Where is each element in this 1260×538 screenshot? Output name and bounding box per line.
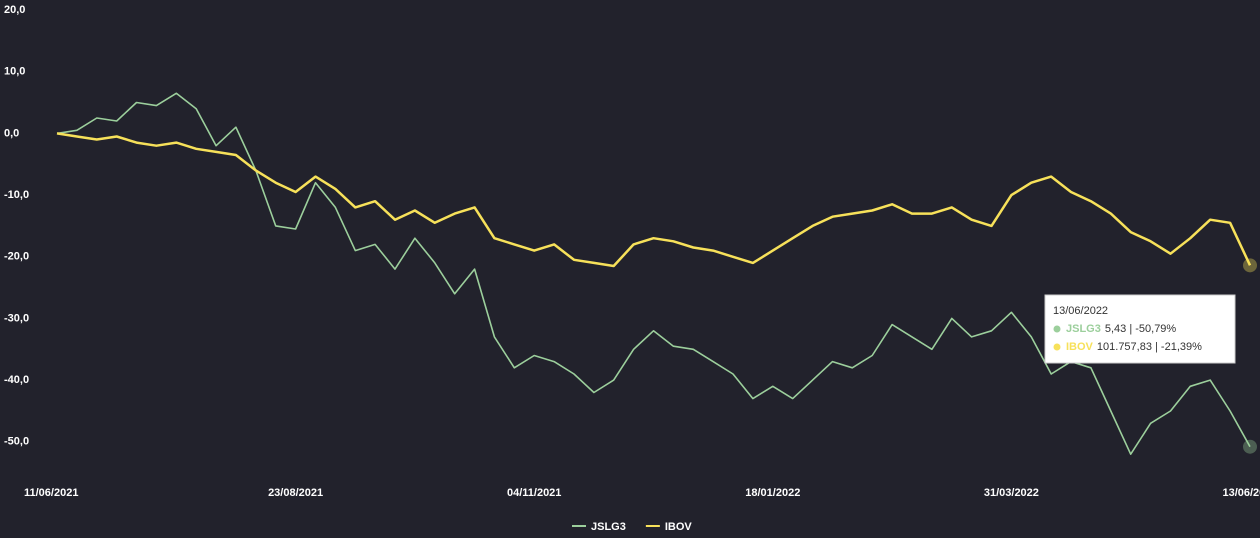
tooltip-value: 5,43 | -50,79%	[1105, 323, 1177, 335]
x-tick-label: 04/11/2021	[507, 487, 561, 499]
end-marker	[1243, 258, 1257, 273]
x-tick-label: 23/08/2021	[268, 487, 323, 499]
tooltip-box	[1044, 294, 1236, 364]
y-tick-label: 20,0	[4, 4, 25, 16]
tooltip-value: 101.757,83 | -21,39%	[1097, 341, 1202, 353]
tooltip: 13/06/2022 JSLG3 5,43 | -50,79% IBOV 101.757…	[1044, 294, 1236, 364]
y-tick-label: -30,0	[4, 312, 29, 324]
y-tick-label: -50,0	[4, 436, 29, 448]
tooltip-dot	[1053, 325, 1061, 333]
tooltip-title: 13/06/2022	[1053, 305, 1108, 317]
x-tick-label: 18/01/2022	[745, 487, 800, 499]
y-tick-label: 0,0	[4, 127, 19, 139]
x-tick-label: 13/06/2022	[1222, 487, 1260, 499]
y-tick-label: -10,0	[4, 189, 29, 201]
y-tick-label: -40,0	[4, 374, 29, 386]
y-tick-label: -20,0	[4, 251, 29, 263]
series-line	[56, 132, 1252, 268]
tooltip-dot	[1053, 343, 1061, 351]
x-tick-label: 11/06/2021	[24, 487, 78, 499]
tooltip-series: IBOV	[1066, 341, 1094, 353]
x-tick-label: 31/03/2022	[984, 487, 1039, 499]
tooltip-series: JSLG3	[1066, 323, 1101, 335]
end-marker	[1243, 439, 1257, 454]
legend-label[interactable]: IBOV	[665, 521, 693, 533]
y-tick-label: 10,0	[4, 66, 25, 78]
legend-label[interactable]: JSLG3	[591, 521, 626, 533]
